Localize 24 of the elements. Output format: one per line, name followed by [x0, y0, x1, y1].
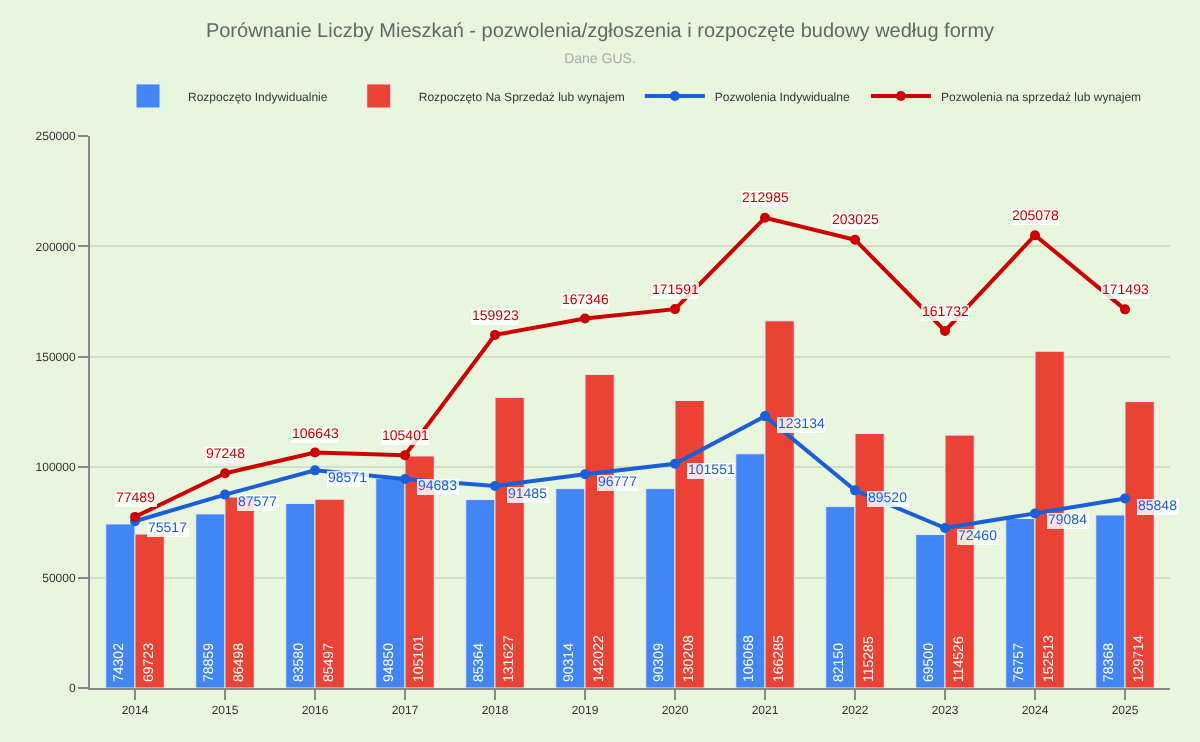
point: [220, 489, 230, 500]
point: [310, 465, 320, 476]
point: [1030, 508, 1040, 519]
point: [1120, 493, 1130, 504]
point: [220, 468, 230, 479]
point: [940, 325, 950, 336]
point: [490, 329, 500, 340]
point: [850, 485, 860, 496]
point: [130, 511, 140, 522]
point: [400, 450, 410, 461]
point: [940, 523, 950, 533]
point: [760, 212, 770, 223]
point: [580, 313, 590, 324]
point: [580, 469, 590, 480]
point: [670, 458, 680, 469]
point: [1120, 304, 1130, 315]
point: [1030, 230, 1040, 241]
point: [670, 304, 680, 315]
chart-title: Porównanie Liczby Mieszkań - pozwolenia/zgłoszenia i rozpoczęte budowy według formy: [205, 21, 995, 44]
point: [400, 473, 410, 484]
point: [850, 234, 860, 245]
point: [760, 411, 770, 422]
point: [490, 481, 500, 491]
point: [310, 447, 320, 458]
